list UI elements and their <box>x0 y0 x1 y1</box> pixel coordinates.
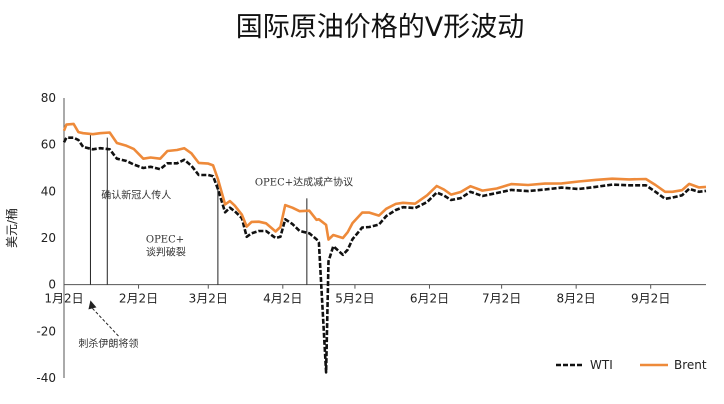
x-tick-labels: 1月2日 2月2日 3月2日 4月2日 5月2日 6月2日 7月2日 8月2日 9月2日 <box>44 284 670 306</box>
axes: -40 -20 0 20 40 60 80 1月2日 2月2日 3月2日 4月2日 5月2日 6月2日… <box>36 91 706 385</box>
annotation-arrowhead-iran <box>88 300 97 310</box>
annotation-opec-talks: OPEC+ <box>146 235 184 246</box>
annotation-iran: 刺杀伊朗将领 <box>78 337 138 350</box>
y-tick-label: 0 <box>48 278 56 292</box>
y-tick-label: 20 <box>41 231 56 245</box>
y-tick-label: 60 <box>41 138 56 152</box>
x-tick-label: 4月2日 <box>263 292 302 306</box>
y-tick-label: -40 <box>36 371 56 385</box>
series-line-wti <box>62 136 707 374</box>
y-tick-label: 80 <box>41 91 56 105</box>
annotation-opec-deal: OPEC+达成减产协议 <box>255 176 353 189</box>
series-lines <box>62 122 707 374</box>
y-tick-labels: -40 -20 0 20 40 60 80 <box>36 91 56 385</box>
x-tick-label: 8月2日 <box>557 292 596 306</box>
x-tick-label: 9月2日 <box>631 292 670 306</box>
x-tick-label: 7月2日 <box>482 292 521 306</box>
series-line-brent <box>62 122 707 241</box>
event-markers <box>89 133 308 285</box>
legend: WTI Brent <box>556 358 707 372</box>
legend-label-wti: WTI <box>590 358 613 372</box>
annotation-arrow-iran <box>92 307 119 337</box>
x-tick-label: 1月2日 <box>44 292 83 306</box>
x-tick-label: 5月2日 <box>335 292 374 306</box>
x-tick-label: 6月2日 <box>410 292 449 306</box>
y-tick-label: -20 <box>36 324 56 338</box>
legend-label-brent: Brent <box>674 358 707 372</box>
annotation-opec-talks: 谈判破裂 <box>146 246 186 259</box>
x-tick-label: 2月2日 <box>119 292 158 306</box>
x-tick-label: 3月2日 <box>189 292 228 306</box>
y-tick-label: 40 <box>41 184 56 198</box>
annotation-virus: 确认新冠人传人 <box>101 188 171 201</box>
y-axis-label: 美元/桶 <box>4 208 19 248</box>
chart-title: 国际原油价格的V形波动 <box>236 12 524 43</box>
